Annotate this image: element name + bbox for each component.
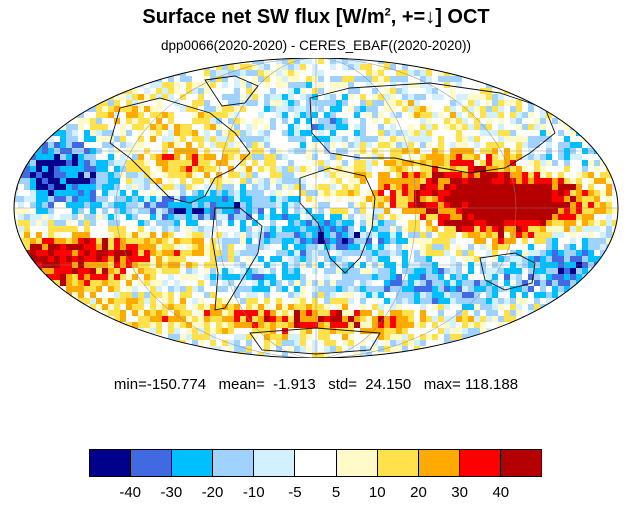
colorbar-swatch (254, 450, 296, 476)
mollweide-map (13, 58, 619, 358)
colorbar-label: -40 (119, 484, 142, 501)
map-field (14, 58, 618, 358)
title-superscript: 2 (384, 6, 391, 19)
colorbar-label: 30 (451, 484, 468, 501)
map-border (13, 58, 619, 358)
coastlines (109, 75, 556, 355)
colorbar-swatch (295, 450, 337, 476)
graticule (14, 58, 618, 358)
statistics-line: min=-150.774 mean= -1.913 std= 24.150 ma… (113, 376, 519, 393)
colorbar-label: -5 (288, 484, 302, 501)
colorbar-label: -30 (160, 484, 183, 501)
colorbar-swatch (213, 450, 255, 476)
colorbar-swatch (336, 450, 378, 476)
colorbar-label: -20 (201, 484, 224, 501)
colorbar-label: 5 (331, 484, 341, 501)
colorbar (89, 449, 542, 477)
plot-title: Surface net SW flux [W/m2, +=↓] OCT (0, 6, 632, 29)
colorbar-swatch (90, 450, 132, 476)
colorbar-swatch (500, 450, 542, 476)
colorbar-label: -10 (242, 484, 265, 501)
title-prefix: Surface net SW flux [W/m (142, 6, 385, 28)
colorbar-labels: -40 -30 -20 -10 -5 5 10 20 30 40 (0, 484, 632, 504)
colorbar-swatch (418, 450, 460, 476)
colorbar-label: 20 (410, 484, 427, 501)
colorbar-swatch (377, 450, 419, 476)
colorbar-swatch (459, 450, 501, 476)
colorbar-label: 40 (492, 484, 510, 501)
colorbar-swatch (131, 450, 173, 476)
plot-subtitle: dpp0066(2020-2020) - CERES_EBAF((2020-20… (161, 38, 471, 53)
colorbar-label: 10 (368, 484, 386, 501)
title-suffix: , +=↓] OCT (390, 6, 490, 28)
colorbar-swatch (172, 450, 214, 476)
